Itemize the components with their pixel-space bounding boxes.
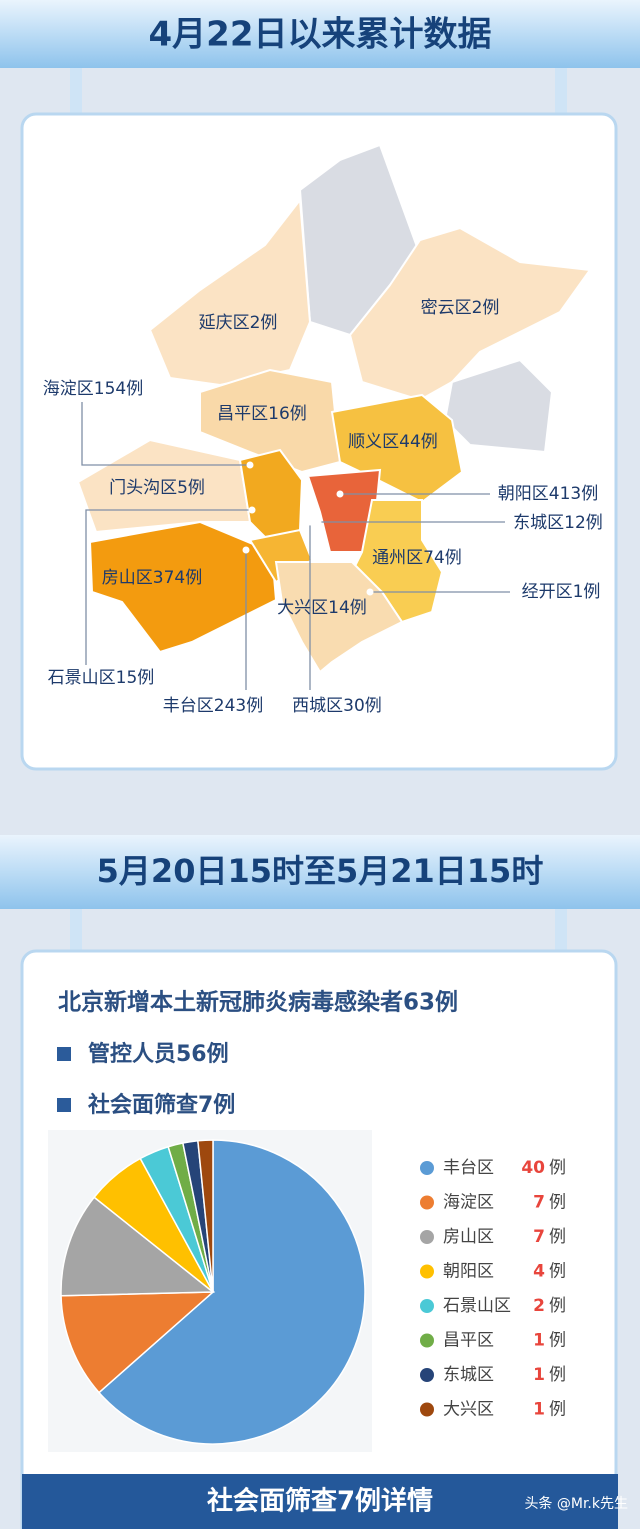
legend-unit: 例 <box>549 1158 566 1178</box>
pie-slice <box>197 1139 214 1293</box>
watermark: 头条 @Mr.k先生 <box>524 1495 628 1512</box>
summary-title: 北京新增本土新冠肺炎病毒感染者63例 <box>58 989 458 1016</box>
district-label: 通州区74例 <box>372 548 462 568</box>
district-labels: 延庆区2例 密云区2例 海淀区154例 昌平区16例 顺义区44例 门头沟区5例… <box>43 298 603 716</box>
legend-unit: 例 <box>549 1227 566 1247</box>
legend-unit: 例 <box>549 1193 566 1213</box>
legend-swatch <box>420 1264 434 1279</box>
legend-unit: 例 <box>549 1400 566 1420</box>
legend-label: 朝阳区 <box>443 1262 494 1282</box>
district-shape <box>348 226 592 402</box>
leader-line <box>85 509 252 665</box>
leader-dot <box>306 518 314 526</box>
footer-title: 社会面筛查7例详情 <box>207 1486 433 1517</box>
district-label: 丰台区243例 <box>163 696 263 716</box>
district-shape <box>306 468 382 553</box>
header-band <box>0 835 640 909</box>
legend-swatch <box>420 1402 434 1417</box>
district-shape <box>88 520 278 654</box>
district-shape <box>148 197 312 387</box>
district-label: 密云区2例 <box>421 298 500 318</box>
legend-value: 7 <box>533 1227 545 1247</box>
legend-swatch <box>420 1299 434 1313</box>
legend-value: 2 <box>533 1296 545 1316</box>
pie <box>60 1139 366 1445</box>
connector <box>70 909 82 951</box>
district-label: 经开区1例 <box>522 582 601 602</box>
leader-dot <box>336 490 344 498</box>
legend-label: 大兴区 <box>443 1400 494 1420</box>
bullet <box>57 1047 71 1061</box>
district-shape <box>330 393 464 504</box>
legend-value: 7 <box>533 1193 545 1213</box>
district-label: 大兴区14例 <box>277 598 367 618</box>
map <box>76 143 592 674</box>
district-label: 昌平区16例 <box>217 404 307 424</box>
district-label: 延庆区2例 <box>199 313 278 333</box>
legend-swatch <box>420 1368 434 1382</box>
pie-slice <box>60 1196 216 1297</box>
leader-dot <box>314 518 322 526</box>
connector <box>70 68 82 114</box>
bullet <box>57 1098 71 1112</box>
district-label: 西城区30例 <box>292 696 382 716</box>
header-title: 4月22日以来累计数据 <box>149 15 492 55</box>
leader-line <box>81 402 250 466</box>
district-label: 房山区374例 <box>102 568 202 588</box>
district-label: 朝阳区413例 <box>498 484 598 504</box>
legend-value: 1 <box>533 1400 545 1420</box>
legend-unit: 例 <box>549 1365 566 1385</box>
header-band <box>0 0 640 68</box>
district-label: 门头沟区5例 <box>109 478 205 498</box>
header-title: 5月20日15时至5月21日15时 <box>97 852 544 890</box>
legend-unit: 例 <box>549 1262 566 1282</box>
legend-label: 昌平区 <box>443 1331 494 1351</box>
pie-slice <box>60 1291 216 1394</box>
leader-lines <box>81 402 510 690</box>
leader-dot <box>246 461 254 469</box>
connector <box>555 68 567 114</box>
connector <box>555 909 567 951</box>
legend-label: 丰台区 <box>443 1158 494 1178</box>
district-shape <box>199 368 342 474</box>
legend-value: 40 <box>521 1158 545 1178</box>
legend-label: 石景山区 <box>443 1296 511 1316</box>
legend-unit: 例 <box>549 1296 566 1316</box>
district-label: 海淀区154例 <box>43 379 143 399</box>
leader-dot <box>366 588 374 596</box>
legend-swatch <box>420 1333 434 1348</box>
pie-slice <box>97 1139 366 1445</box>
footer-bar <box>22 1474 618 1529</box>
leader-dot <box>242 546 250 554</box>
district-label: 顺义区44例 <box>348 432 438 452</box>
district-label: 东城区12例 <box>513 513 603 533</box>
legend-value: 1 <box>533 1331 545 1351</box>
summary-item: 社会面筛查7例 <box>88 1092 235 1118</box>
legend-value: 4 <box>533 1262 545 1282</box>
summary-item: 管控人员56例 <box>88 1041 229 1067</box>
district-label: 石景山区15例 <box>48 668 155 688</box>
legend-unit: 例 <box>549 1331 566 1351</box>
legend-swatch <box>420 1195 434 1210</box>
legend-swatch <box>420 1161 434 1175</box>
legend-label: 海淀区 <box>443 1193 494 1213</box>
legend-label: 房山区 <box>443 1227 494 1247</box>
legend-label: 东城区 <box>443 1365 494 1385</box>
legend-value: 1 <box>533 1365 545 1385</box>
leader-dot <box>248 506 256 514</box>
legend-swatch <box>420 1230 434 1244</box>
